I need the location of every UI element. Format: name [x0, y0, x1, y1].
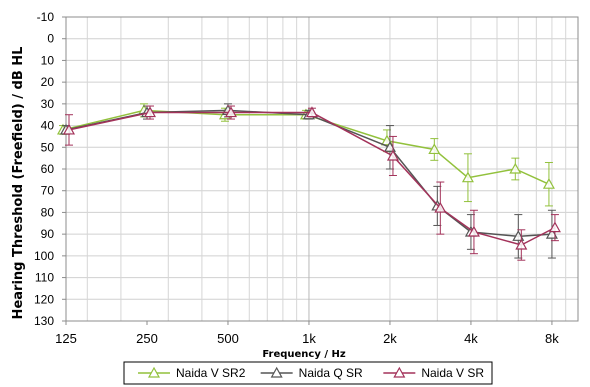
data-point [542, 177, 555, 189]
legend-label: Naida V SR [421, 366, 484, 380]
x-tick-label: 1k [302, 331, 316, 346]
data-point [143, 106, 157, 118]
x-axis-title: Frequency / Hz [262, 349, 346, 360]
y-tick-label: 50 [41, 140, 55, 154]
x-tick-label: 250 [136, 331, 158, 346]
y-tick-label: 20 [41, 75, 55, 89]
data-point [515, 238, 528, 250]
y-tick-label: 130 [34, 314, 54, 328]
y-tick-label: 80 [41, 205, 55, 219]
y-axis-tick-labels: -10 0 10 20 30 40 50 60 70 80 90 100 110 120 130 [34, 10, 66, 328]
y-tick-label: 100 [34, 249, 54, 263]
y-tick-label: 90 [41, 227, 55, 241]
legend-swatch-marker [270, 366, 283, 378]
x-axis-tick-labels: 125 250 500 1k 2k 4k 8k [55, 321, 559, 346]
data-point [461, 171, 474, 183]
x-tick-label: 125 [55, 331, 77, 346]
gridlines [66, 16, 578, 322]
series-naida-v-sr [62, 105, 561, 261]
y-tick-label: 40 [41, 119, 55, 133]
data-point [548, 221, 561, 233]
y-tick-label: 110 [35, 271, 54, 285]
data-point [224, 106, 237, 118]
legend-label: Naida V SR2 [176, 366, 246, 380]
legend-box [123, 361, 493, 385]
x-tick-label: 500 [217, 331, 239, 346]
legend-item: Naida V SR [383, 366, 484, 380]
y-axis-title: Hearing Threshold (Freefield) / dB HL [11, 47, 26, 320]
data-point [428, 143, 441, 155]
y-tick-label: 0 [47, 32, 54, 46]
data-point [62, 123, 76, 135]
data-point [386, 149, 399, 161]
legend-swatch-marker [393, 366, 406, 378]
legend: Naida V SR2 Naida Q SR Naida V SR [123, 361, 493, 385]
legend-swatch-marker [147, 366, 161, 378]
y-tick-label: 60 [41, 162, 55, 176]
data-point [305, 106, 318, 118]
x-tick-label: 2k [383, 331, 397, 346]
data-series [56, 103, 561, 261]
legend-item: Naida Q SR [260, 366, 363, 380]
x-tick-label: 8k [545, 331, 559, 346]
legend-item: Naida V SR2 [138, 366, 246, 380]
data-point [509, 162, 522, 174]
y-tick-label: -10 [37, 10, 55, 24]
legend-label: Naida Q SR [299, 366, 363, 380]
y-tick-label: 120 [34, 292, 54, 306]
data-point [467, 225, 480, 237]
x-tick-label: 4k [464, 331, 478, 346]
y-tick-label: 30 [41, 97, 55, 111]
y-tick-label: 10 [41, 53, 55, 67]
data-point [434, 201, 447, 213]
y-tick-label: 70 [41, 184, 55, 198]
